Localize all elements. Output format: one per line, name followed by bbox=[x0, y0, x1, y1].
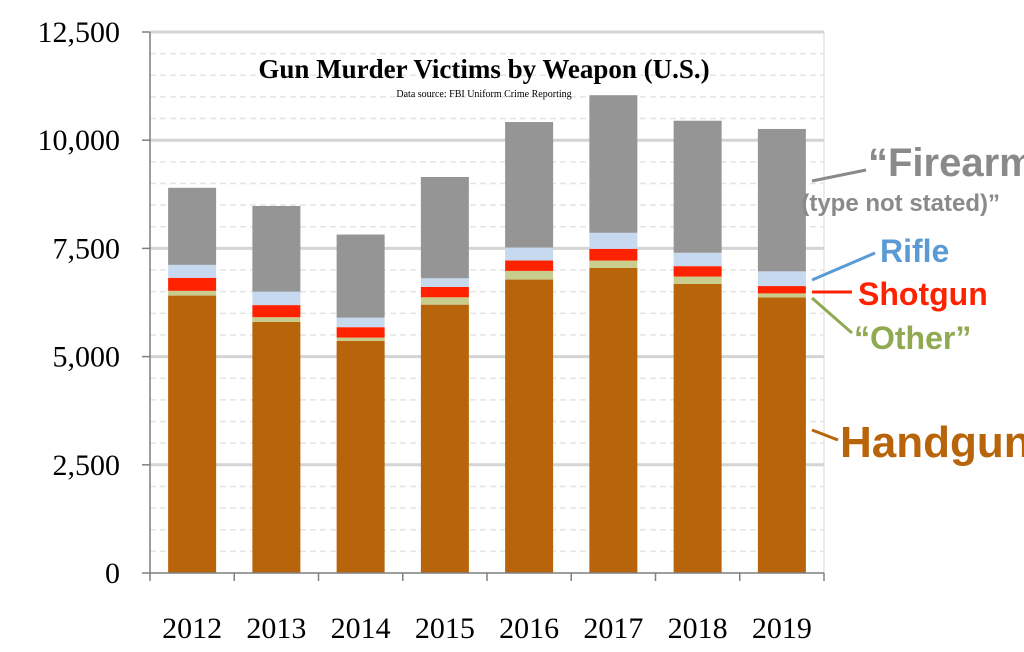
bar-segment bbox=[757, 128, 806, 272]
y-tick-labels: 0 2,500 5,000 7,500 10,000 12,500 bbox=[38, 16, 121, 590]
bar-segment bbox=[168, 290, 217, 296]
bar-segment bbox=[336, 341, 385, 573]
y-tick-label: 12,500 bbox=[38, 16, 121, 49]
bar-segment bbox=[336, 317, 385, 328]
bar-segment bbox=[505, 270, 554, 280]
bar-segment bbox=[168, 277, 217, 291]
bar-segment bbox=[673, 283, 722, 573]
bars bbox=[168, 95, 806, 573]
y-tick-label: 2,500 bbox=[53, 449, 121, 482]
legend-label: “Other” bbox=[854, 320, 971, 356]
bar-segment bbox=[505, 122, 554, 248]
bar-segment bbox=[336, 337, 385, 342]
y-tick-label: 0 bbox=[105, 557, 120, 590]
bar-segment bbox=[252, 317, 301, 322]
y-tick-label: 10,000 bbox=[38, 124, 121, 157]
bar-segment bbox=[336, 327, 385, 338]
bar-segment bbox=[589, 267, 638, 573]
x-tick-label: 2019 bbox=[752, 612, 812, 645]
axes bbox=[142, 31, 825, 581]
legend-label: (type not stated)” bbox=[801, 190, 1000, 217]
bar-segment bbox=[505, 279, 554, 573]
bar-segment bbox=[505, 260, 554, 271]
x-tick-label: 2013 bbox=[246, 612, 306, 645]
legend-leader-line bbox=[811, 428, 839, 442]
bar-segment bbox=[589, 95, 638, 233]
bar-segment bbox=[589, 260, 638, 268]
legend-label: Handgun bbox=[840, 418, 1024, 467]
bar-segment bbox=[420, 278, 469, 287]
y-tick-label: 5,000 bbox=[53, 341, 121, 374]
bar-segment bbox=[589, 232, 638, 249]
legend-label: “Firearm bbox=[868, 141, 1024, 185]
bar-segment bbox=[673, 120, 722, 253]
bar-segment bbox=[252, 305, 301, 318]
bar-segment bbox=[589, 248, 638, 261]
legend-leader-line bbox=[811, 168, 867, 183]
bar-segment bbox=[252, 291, 301, 306]
bar-segment bbox=[168, 264, 217, 278]
bar-segment bbox=[757, 297, 806, 573]
bar-segment bbox=[673, 276, 722, 284]
x-tick-labels: 2012 2013 2014 2015 2016 2017 2018 2019 bbox=[162, 612, 812, 645]
legend: “Firearm (type not stated)” Rifle Shotgun “O… bbox=[801, 141, 1024, 467]
legend-leader-line bbox=[811, 296, 853, 335]
y-tick-label: 7,500 bbox=[53, 232, 121, 265]
bar-segment bbox=[673, 266, 722, 277]
bar-segment bbox=[252, 321, 301, 573]
x-tick-label: 2012 bbox=[162, 612, 222, 645]
bar-segment bbox=[168, 295, 217, 573]
bar-segment bbox=[252, 205, 301, 292]
x-tick-label: 2016 bbox=[499, 612, 559, 645]
legend-label: Rifle bbox=[880, 233, 949, 269]
bar-segment bbox=[336, 234, 385, 318]
bar-segment bbox=[505, 247, 554, 261]
bar-segment bbox=[420, 176, 469, 279]
legend-label: Shotgun bbox=[858, 276, 988, 312]
legend-leader-line bbox=[811, 251, 876, 282]
x-tick-label: 2014 bbox=[331, 612, 391, 645]
bar-segment bbox=[757, 293, 806, 298]
chart-title: Gun Murder Victims by Weapon (U.S.) bbox=[258, 54, 709, 84]
bar-segment bbox=[673, 252, 722, 267]
bar-segment bbox=[757, 286, 806, 294]
x-tick-label: 2015 bbox=[415, 612, 475, 645]
bar-segment bbox=[168, 187, 217, 265]
x-tick-label: 2017 bbox=[583, 612, 643, 645]
chart-subtitle: Data source: FBI Uniform Crime Reporting bbox=[396, 89, 571, 100]
plot-area bbox=[149, 31, 825, 574]
bar-segment bbox=[420, 304, 469, 573]
bar-segment bbox=[420, 297, 469, 305]
bar-segment bbox=[757, 271, 806, 287]
x-tick-label: 2018 bbox=[668, 612, 728, 645]
bar-segment bbox=[420, 286, 469, 298]
